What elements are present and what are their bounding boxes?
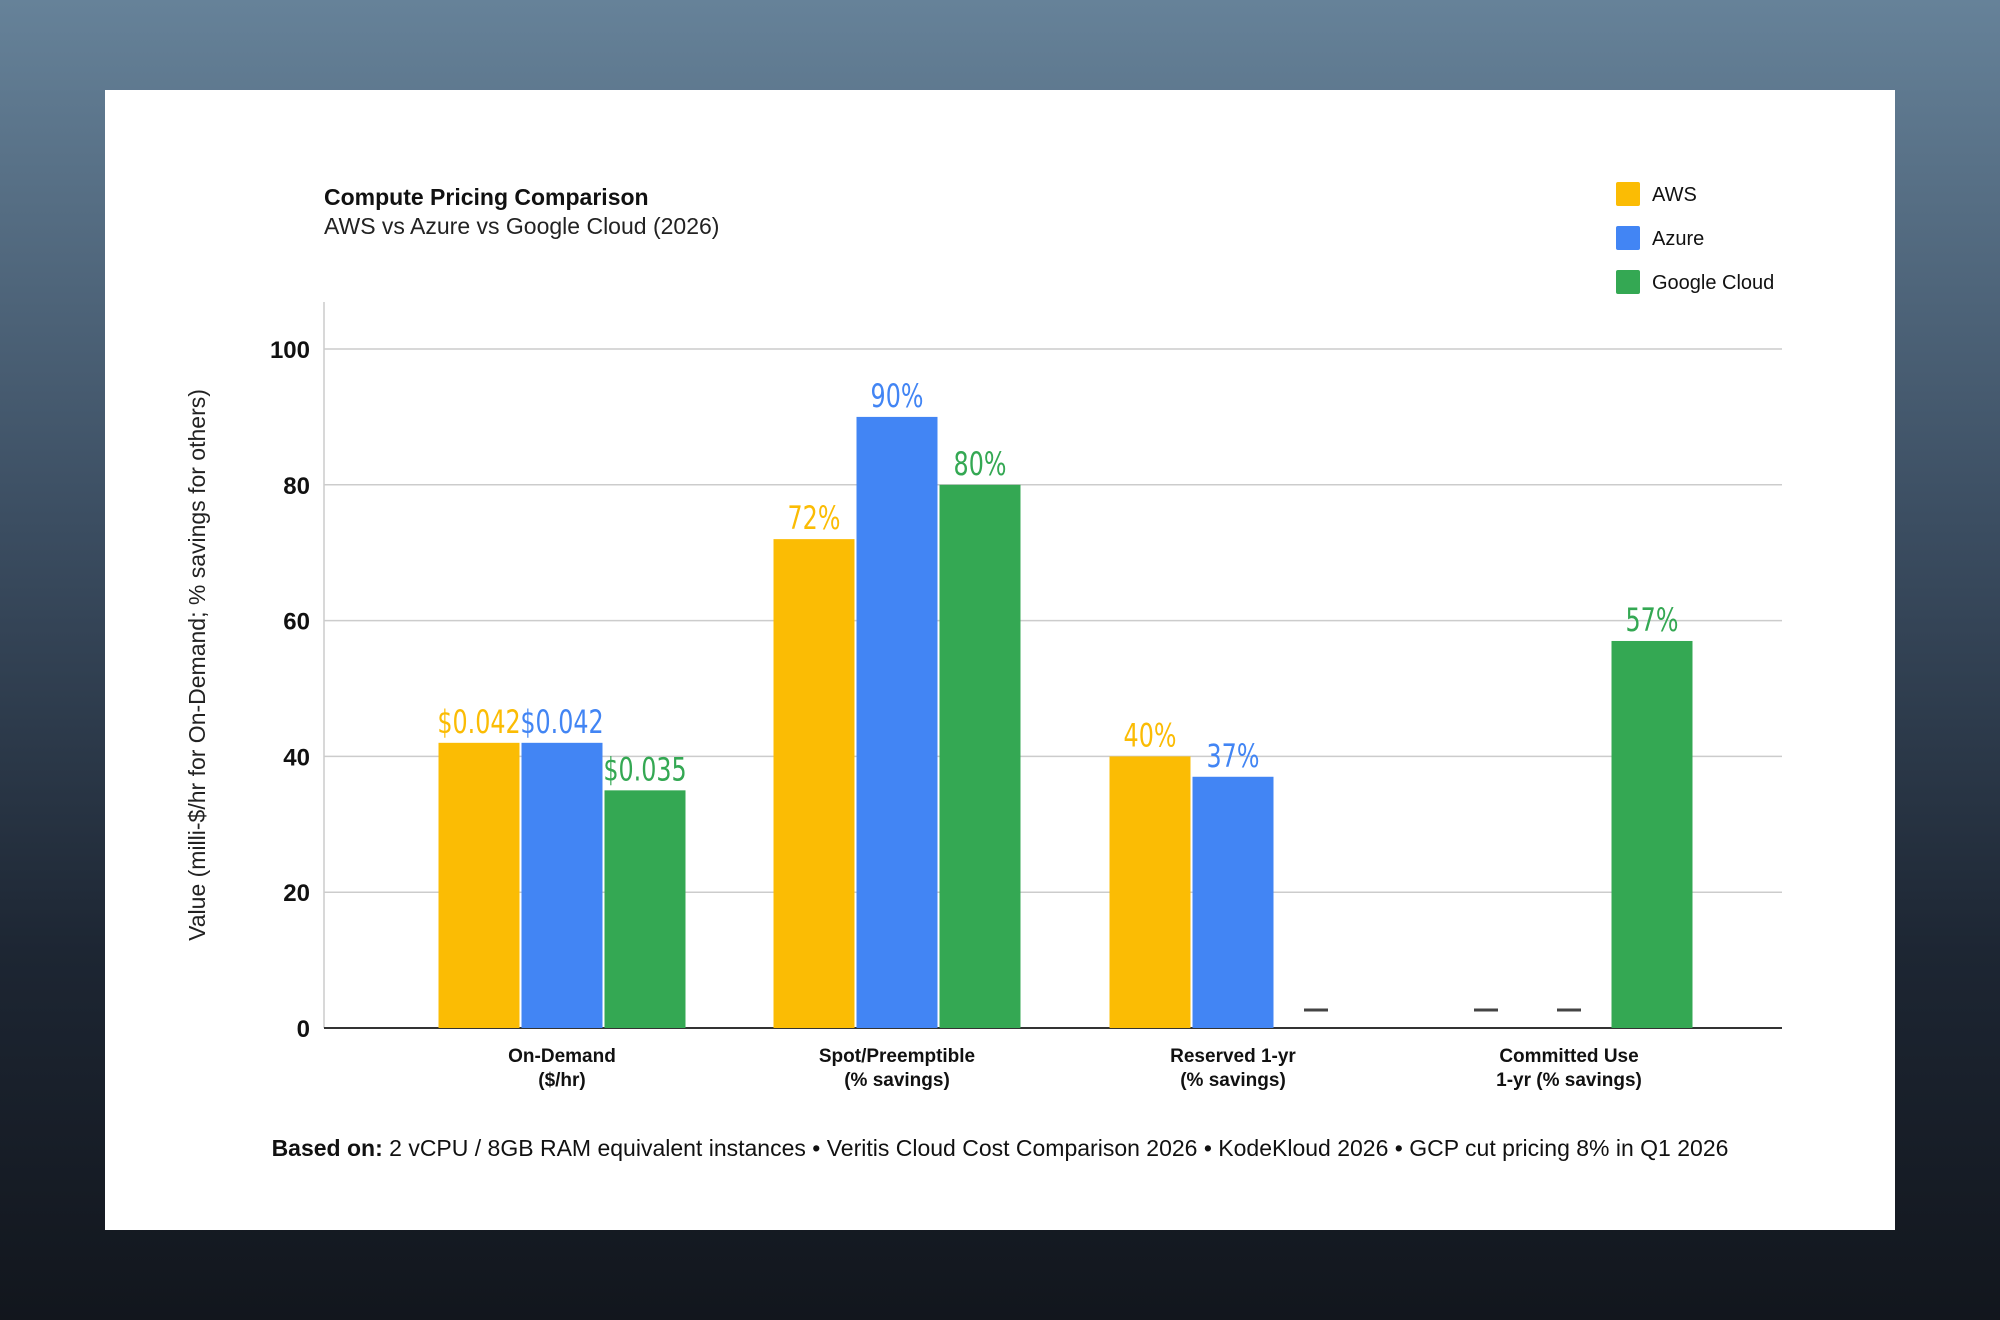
bar-value-label: 72% [788,500,841,538]
bar [521,742,603,1028]
bar-chart: Compute Pricing Comparison AWS vs Azure v… [184,182,1782,1091]
legend-swatch [1616,226,1640,250]
x-tick-label: ($/hr) [538,1070,586,1091]
bar-value-label: 90% [871,377,924,415]
footnote: Based on: 2 vCPU / 8GB RAM equivalent in… [105,1135,1895,1162]
y-tick-label: 60 [283,609,310,636]
bar [604,790,686,1028]
x-tick-label: Reserved 1-yr [1170,1046,1296,1067]
y-tick-label: 20 [283,880,310,907]
x-tick-label: (% savings) [844,1070,950,1091]
bar-value-label: $0.035 [603,751,686,789]
x-tick-label: Committed Use [1499,1046,1638,1067]
x-tick-label: On-Demand [508,1046,616,1067]
y-axis-label: Value (milli-$/hr for On-Demand; % savin… [184,389,210,941]
bar-value-label: $0.042 [520,703,603,741]
x-tick-label: (% savings) [1180,1070,1286,1091]
footnote-text: 2 vCPU / 8GB RAM equivalent instances • … [389,1135,1729,1161]
legend-swatch [1616,182,1640,206]
y-tick-label: 80 [283,473,310,500]
bar [1192,776,1274,1028]
y-tick-label: 40 [283,744,310,771]
bar-value-label: $0.042 [437,703,520,741]
bar-value-label: 80% [954,445,1007,483]
bar [856,416,938,1028]
x-tick-label: Spot/Preemptible [819,1046,975,1067]
bar-value-label: 37% [1207,737,1260,775]
bar [1611,640,1693,1028]
legend-label: AWS [1652,184,1697,206]
y-tick-label: 0 [297,1016,310,1043]
x-tick-label: 1-yr (% savings) [1496,1070,1642,1091]
footnote-label: Based on: [271,1135,383,1161]
y-tick-label: 100 [270,337,310,364]
legend-label: Google Cloud [1652,272,1774,294]
legend-swatch [1616,270,1640,294]
bar-value-label: 57% [1626,601,1679,639]
bar [1109,756,1191,1028]
chart-card: Compute Pricing Comparison AWS vs Azure v… [105,90,1895,1230]
bar-value-label: 40% [1124,717,1177,755]
chart-subtitle: AWS vs Azure vs Google Cloud (2026) [324,213,719,239]
legend-label: Azure [1652,228,1704,250]
bar [773,539,855,1028]
bar [939,484,1021,1028]
chart-title: Compute Pricing Comparison [324,184,649,210]
bar [438,742,520,1028]
